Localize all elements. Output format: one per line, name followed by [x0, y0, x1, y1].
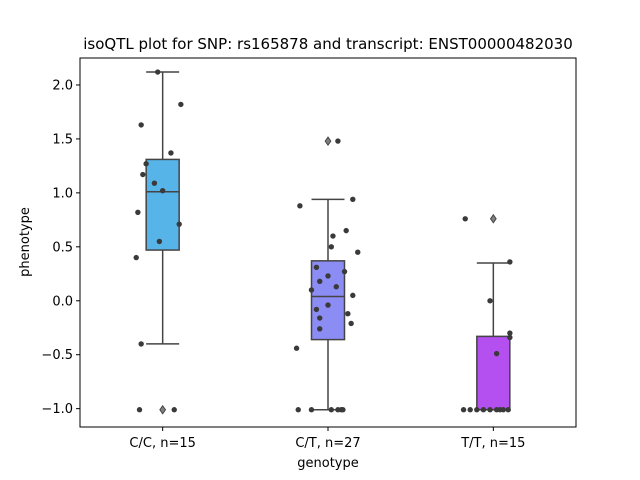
data-point: [350, 292, 356, 299]
y-axis-label: phenotype: [18, 207, 33, 277]
data-point: [345, 311, 351, 317]
data-point: [462, 216, 468, 222]
data-point: [350, 196, 356, 203]
data-point: [138, 341, 144, 347]
data-point: [330, 233, 336, 239]
data-point: [151, 180, 158, 186]
data-point: [507, 259, 513, 265]
data-point: [328, 244, 335, 250]
data-point: [313, 306, 320, 313]
data-point: [328, 407, 335, 413]
data-point: [178, 101, 184, 108]
data-point: [168, 150, 174, 156]
data-point: [480, 407, 487, 413]
data-point: [507, 334, 513, 341]
data-point: [133, 254, 139, 261]
x-tick-label: T/T, n=15: [460, 436, 525, 451]
data-point: [474, 407, 480, 413]
data-point: [487, 298, 493, 304]
data-point: [308, 287, 315, 293]
data-point: [156, 238, 163, 245]
data-point: [505, 407, 511, 413]
data-point: [507, 330, 513, 336]
y-tick-label: 0.5: [52, 240, 73, 255]
data-point: [325, 273, 331, 279]
x-tick-label: C/T, n=27: [295, 436, 360, 451]
x-tick-label: C/C, n=15: [129, 436, 195, 451]
data-point: [176, 221, 182, 227]
data-point: [348, 320, 354, 327]
data-point: [155, 69, 161, 75]
y-tick-label: 2.0: [52, 78, 73, 93]
box-iqr: [310, 260, 346, 341]
data-point: [335, 138, 341, 144]
data-point: [493, 350, 500, 357]
data-point: [325, 302, 331, 308]
data-point: [136, 407, 143, 413]
data-point: [135, 209, 141, 215]
y-axis: −1.0 −0.5 0.0 0.5 1.0 1.5 2.0: [41, 78, 80, 417]
data-point: [355, 249, 361, 255]
data-point: [138, 122, 144, 128]
data-point: [313, 264, 320, 271]
outlier-marker: [159, 404, 167, 415]
data-point: [159, 188, 166, 194]
x-axis: C/C, n=15 C/T, n=27 T/T, n=15: [129, 427, 525, 451]
data-point: [295, 407, 301, 413]
data-point: [317, 315, 323, 321]
strip-points: [133, 69, 513, 413]
data-point: [317, 278, 323, 285]
box-series: [145, 71, 511, 415]
data-point: [341, 268, 348, 275]
box-2: [476, 213, 511, 411]
data-point: [308, 407, 315, 413]
data-point: [338, 407, 344, 413]
x-axis-label: genotype: [297, 456, 358, 471]
data-point: [487, 407, 493, 413]
data-point: [497, 407, 503, 413]
data-point: [140, 171, 146, 178]
y-tick-label: 1.0: [52, 186, 73, 201]
outlier-marker: [324, 136, 332, 146]
y-tick-label: 1.5: [52, 132, 73, 147]
y-tick-label: −0.5: [41, 348, 73, 363]
box-iqr: [145, 158, 180, 251]
data-point: [467, 407, 473, 413]
data-point: [333, 284, 339, 290]
box-0: [145, 71, 180, 415]
data-point: [343, 227, 349, 234]
data-point: [171, 407, 177, 413]
outlier-marker: [489, 213, 497, 224]
data-point: [460, 407, 467, 413]
y-tick-label: 0.0: [52, 294, 73, 309]
box-iqr: [476, 335, 511, 411]
data-point: [297, 203, 303, 209]
data-point: [293, 345, 300, 351]
data-point: [143, 161, 149, 167]
chart-title: isoQTL plot for SNP: rs165878 and transc…: [83, 35, 573, 53]
y-tick-label: −1.0: [41, 402, 73, 417]
data-point: [317, 326, 323, 332]
